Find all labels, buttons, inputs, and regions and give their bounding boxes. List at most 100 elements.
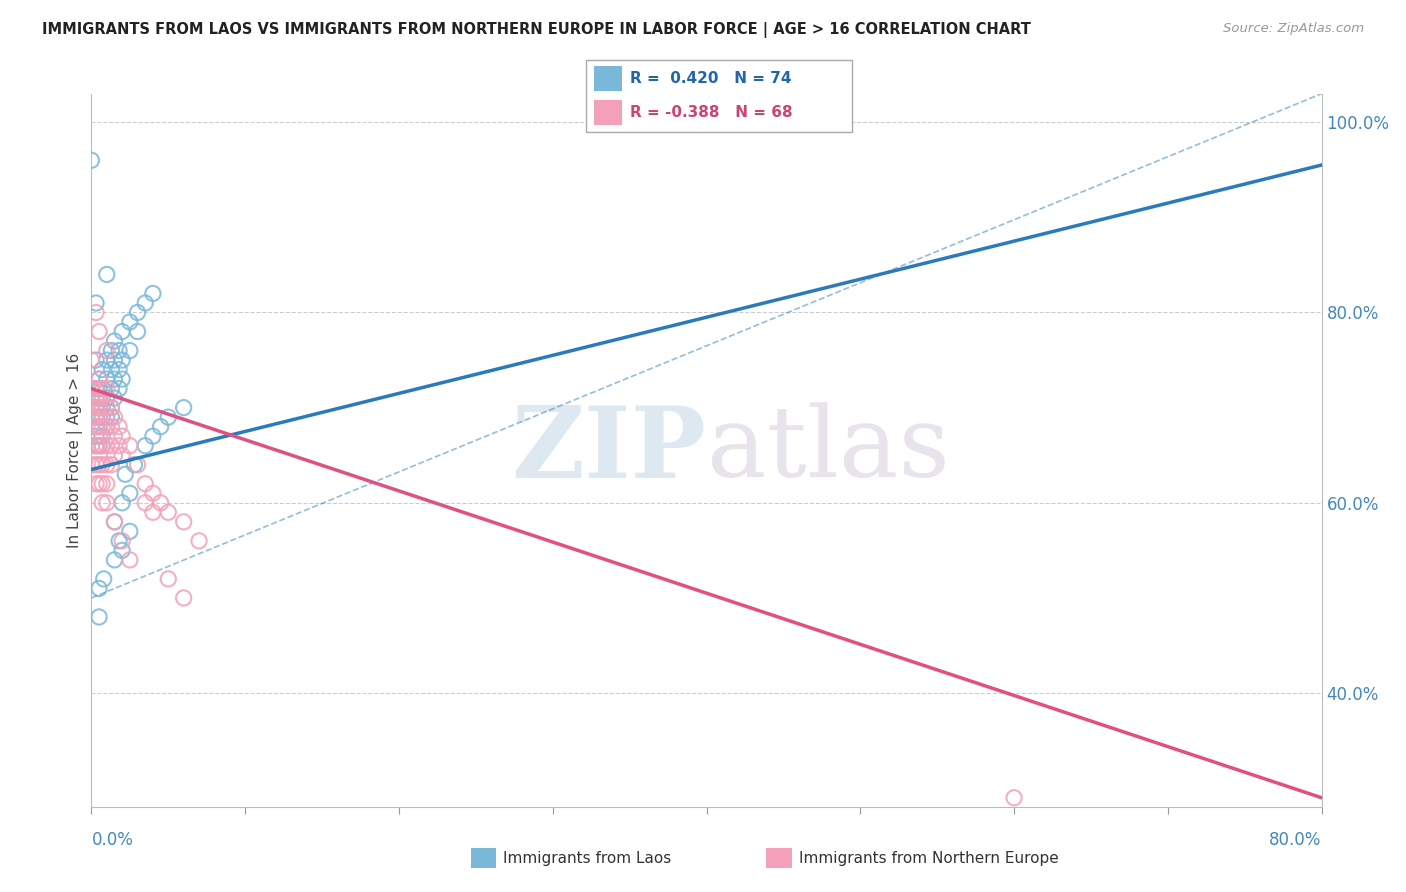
Point: [80, 153, 103, 168]
Point: [96, 401, 118, 415]
Point: [118, 343, 141, 358]
Point: [87, 382, 110, 396]
Text: 0.0%: 0.0%: [91, 831, 134, 849]
Point: [111, 496, 134, 510]
Point: [111, 353, 134, 368]
Point: [96, 391, 118, 405]
Point: [100, 401, 122, 415]
Point: [118, 315, 141, 329]
Point: [80, 391, 103, 405]
Point: [149, 419, 172, 434]
Point: [87, 372, 110, 386]
Point: [157, 505, 180, 519]
Point: [108, 343, 131, 358]
Point: [108, 419, 131, 434]
Text: IMMIGRANTS FROM LAOS VS IMMIGRANTS FROM NORTHERN EUROPE IN LABOR FORCE | AGE > 1: IMMIGRANTS FROM LAOS VS IMMIGRANTS FROM …: [42, 22, 1031, 38]
Point: [108, 439, 131, 453]
Point: [100, 439, 122, 453]
Point: [96, 410, 118, 425]
Point: [87, 372, 110, 386]
Point: [91, 458, 114, 472]
Text: Immigrants from Laos: Immigrants from Laos: [503, 851, 672, 865]
Point: [124, 458, 146, 472]
Point: [96, 372, 118, 386]
Point: [111, 533, 134, 548]
Point: [91, 382, 114, 396]
Point: [91, 439, 114, 453]
Point: [103, 410, 125, 425]
Point: [108, 362, 131, 376]
Point: [84, 391, 107, 405]
Text: R =  0.420   N = 74: R = 0.420 N = 74: [630, 71, 792, 86]
FancyBboxPatch shape: [586, 61, 852, 132]
Point: [103, 553, 125, 567]
Point: [157, 572, 180, 586]
Point: [173, 401, 195, 415]
Point: [103, 429, 125, 443]
Point: [103, 372, 125, 386]
Point: [96, 401, 118, 415]
Point: [91, 382, 114, 396]
Point: [87, 419, 110, 434]
Point: [134, 476, 156, 491]
Text: atlas: atlas: [706, 402, 949, 499]
Point: [87, 401, 110, 415]
Point: [134, 496, 156, 510]
Point: [142, 429, 165, 443]
Point: [87, 325, 110, 339]
Point: [87, 439, 110, 453]
Point: [84, 401, 107, 415]
Point: [96, 268, 118, 282]
Point: [96, 419, 118, 434]
Point: [93, 572, 115, 586]
Point: [142, 505, 165, 519]
Point: [84, 458, 107, 472]
Point: [149, 496, 172, 510]
Point: [188, 533, 211, 548]
Point: [84, 391, 107, 405]
Point: [111, 448, 134, 462]
Point: [87, 419, 110, 434]
Point: [80, 401, 103, 415]
Point: [80, 458, 103, 472]
Point: [80, 401, 103, 415]
Point: [91, 419, 114, 434]
Point: [118, 553, 141, 567]
Point: [91, 410, 114, 425]
Point: [103, 515, 125, 529]
Point: [142, 286, 165, 301]
Point: [108, 533, 131, 548]
Point: [118, 486, 141, 500]
Point: [96, 496, 118, 510]
Point: [111, 429, 134, 443]
Point: [118, 439, 141, 453]
Point: [100, 343, 122, 358]
Point: [100, 382, 122, 396]
Point: [87, 401, 110, 415]
Point: [84, 382, 107, 396]
Point: [80, 382, 103, 396]
Point: [80, 382, 103, 396]
Point: [96, 343, 118, 358]
Point: [118, 524, 141, 539]
Point: [91, 401, 114, 415]
Point: [96, 419, 118, 434]
Point: [142, 486, 165, 500]
Point: [103, 515, 125, 529]
Point: [84, 419, 107, 434]
Point: [84, 401, 107, 415]
Point: [80, 353, 103, 368]
Point: [111, 372, 134, 386]
Point: [100, 419, 122, 434]
Point: [96, 439, 118, 453]
Point: [84, 410, 107, 425]
Point: [87, 610, 110, 624]
Point: [134, 296, 156, 310]
Point: [96, 353, 118, 368]
Point: [114, 467, 136, 482]
Bar: [595, 66, 621, 91]
Point: [100, 362, 122, 376]
Point: [91, 391, 114, 405]
Point: [84, 305, 107, 319]
Point: [1002, 790, 1025, 805]
